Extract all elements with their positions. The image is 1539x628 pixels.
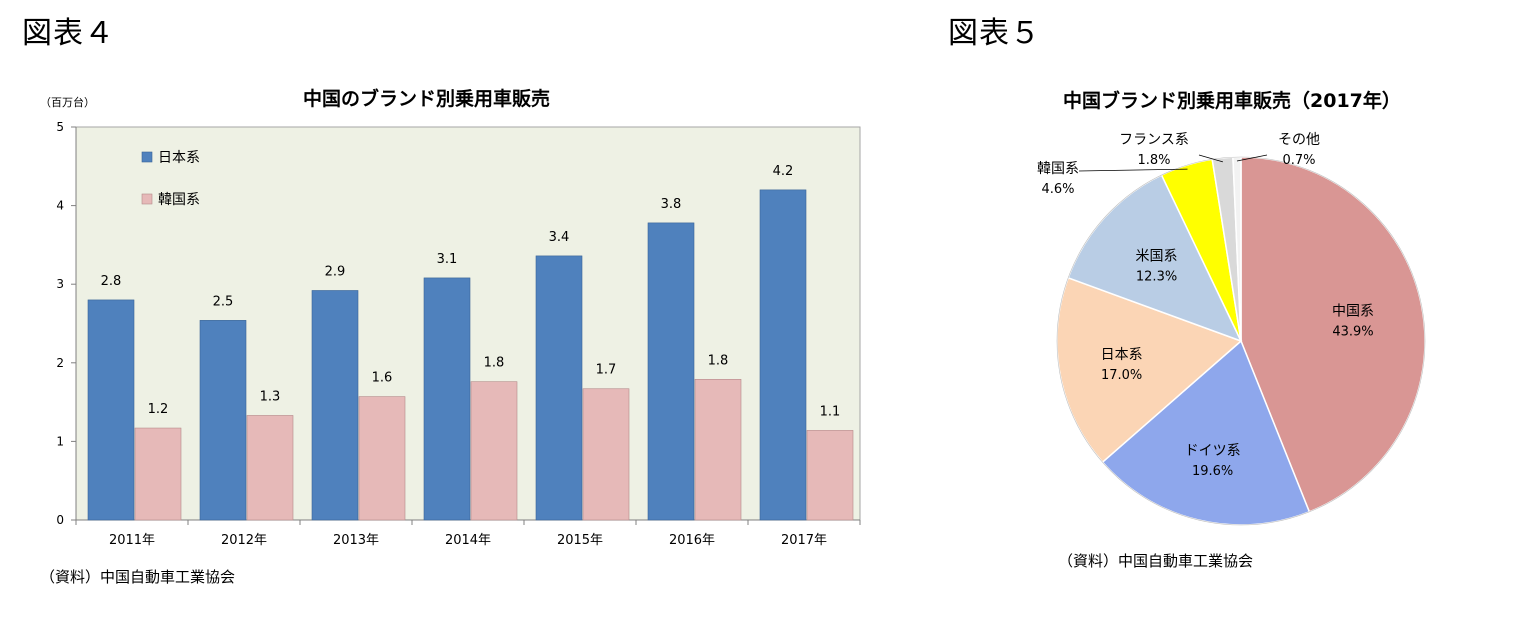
bar-data-label: 1.3: [260, 389, 281, 404]
x-tick-label: 2012年: [221, 533, 267, 548]
bar-data-label: 2.9: [325, 264, 346, 279]
bar-data-label: 1.6: [372, 371, 393, 386]
bar-data-label: 1.7: [596, 363, 617, 378]
y-tick-label: 4: [56, 199, 64, 213]
bar-japan: [647, 222, 695, 521]
pie-slice-name: 中国系: [1332, 303, 1374, 319]
bar-korea: [806, 430, 854, 521]
pie-chart-source: （資料）中国自動車工業協会: [1058, 552, 1254, 570]
y-tick-label: 5: [56, 120, 64, 134]
pie-chart: 中国系 43.9% ドイツ系 19.6% 日本系 17.0% 米国系 12.3% 韓国系 4.6%…: [1037, 132, 1426, 526]
legend-label: 日本系: [158, 150, 200, 166]
x-tick-label: 2011年: [109, 533, 155, 548]
leader-line: [1078, 168, 1188, 172]
pie-slice-value: 12.3%: [1136, 269, 1177, 284]
pie-slice-name: 日本系: [1101, 347, 1143, 363]
bar-japan: [311, 290, 359, 521]
bar-korea: [246, 415, 294, 521]
x-tick-label: 2014年: [445, 533, 491, 548]
bar-data-label: 4.2: [773, 164, 794, 179]
bar-data-label: 1.2: [148, 402, 169, 417]
x-tick-label: 2017年: [781, 533, 827, 548]
pie-slice-value: 43.9%: [1332, 324, 1373, 339]
bar-korea: [582, 388, 630, 521]
legend-swatch: [141, 151, 153, 163]
leader-line: [1236, 154, 1268, 162]
bar-data-label: 3.4: [549, 230, 570, 245]
bar-data-label: 2.8: [101, 274, 122, 289]
bar-data-label: 2.5: [213, 294, 234, 309]
x-tick-label: 2016年: [669, 533, 715, 548]
bar-korea: [470, 381, 518, 521]
legend-swatch: [141, 193, 153, 205]
y-tick-label: 2: [56, 356, 64, 370]
bar-data-label: 1.1: [820, 404, 841, 419]
pie-slice-name: 韓国系: [1037, 161, 1079, 177]
y-tick-label: 1: [56, 434, 64, 448]
figure-5-label: 図表５: [948, 16, 1041, 51]
bar-japan: [535, 255, 583, 521]
pie-slice-value: 17.0%: [1101, 368, 1142, 383]
y-tick-label: 3: [56, 277, 64, 291]
bar-korea: [358, 396, 406, 521]
pie-slice-name: フランス系: [1119, 132, 1189, 148]
bar-data-label: 3.1: [437, 252, 458, 267]
x-tick-label: 2015年: [557, 533, 603, 548]
bar-japan: [423, 277, 471, 521]
bar-korea: [694, 379, 742, 521]
bar-korea: [134, 427, 182, 521]
bar-japan: [759, 189, 807, 521]
pie-chart-title: 中国ブランド別乗用車販売（2017年）: [1063, 90, 1401, 112]
pie-slice-value: 4.6%: [1041, 182, 1074, 197]
leader-line: [1198, 154, 1224, 163]
bar-data-label: 3.8: [661, 197, 682, 212]
pie-slice-value: 1.8%: [1137, 153, 1170, 168]
bar-data-label: 1.8: [484, 356, 505, 371]
bar-data-label: 1.8: [708, 353, 729, 368]
legend-label: 韓国系: [158, 192, 200, 208]
legend-box: [117, 138, 240, 220]
pie-slice-value: 19.6%: [1192, 464, 1233, 479]
bar-chart-source: （資料）中国自動車工業協会: [40, 568, 236, 586]
pie-outline: [1056, 156, 1426, 526]
figure-4-label: 図表４: [22, 16, 115, 51]
bar-chart-title: 中国のブランド別乗用車販売: [303, 88, 551, 110]
y-axis-unit-label: （百万台）: [40, 96, 95, 109]
pie-slice-name: ドイツ系: [1185, 443, 1241, 459]
pie-slice-name: 米国系: [1136, 248, 1178, 264]
pie-slice-name: その他: [1278, 132, 1320, 148]
bar-japan: [199, 320, 247, 521]
bar-japan: [87, 299, 135, 521]
bar-chart: 0 1 2 3 4 5 2011年 2.8 1.2 2012年 2.5 1.3 2013年 2.9 1.6 2…: [56, 120, 861, 548]
x-tick-label: 2013年: [333, 533, 379, 548]
y-tick-label: 0: [56, 513, 64, 527]
pie-slice-value: 0.7%: [1282, 153, 1315, 168]
